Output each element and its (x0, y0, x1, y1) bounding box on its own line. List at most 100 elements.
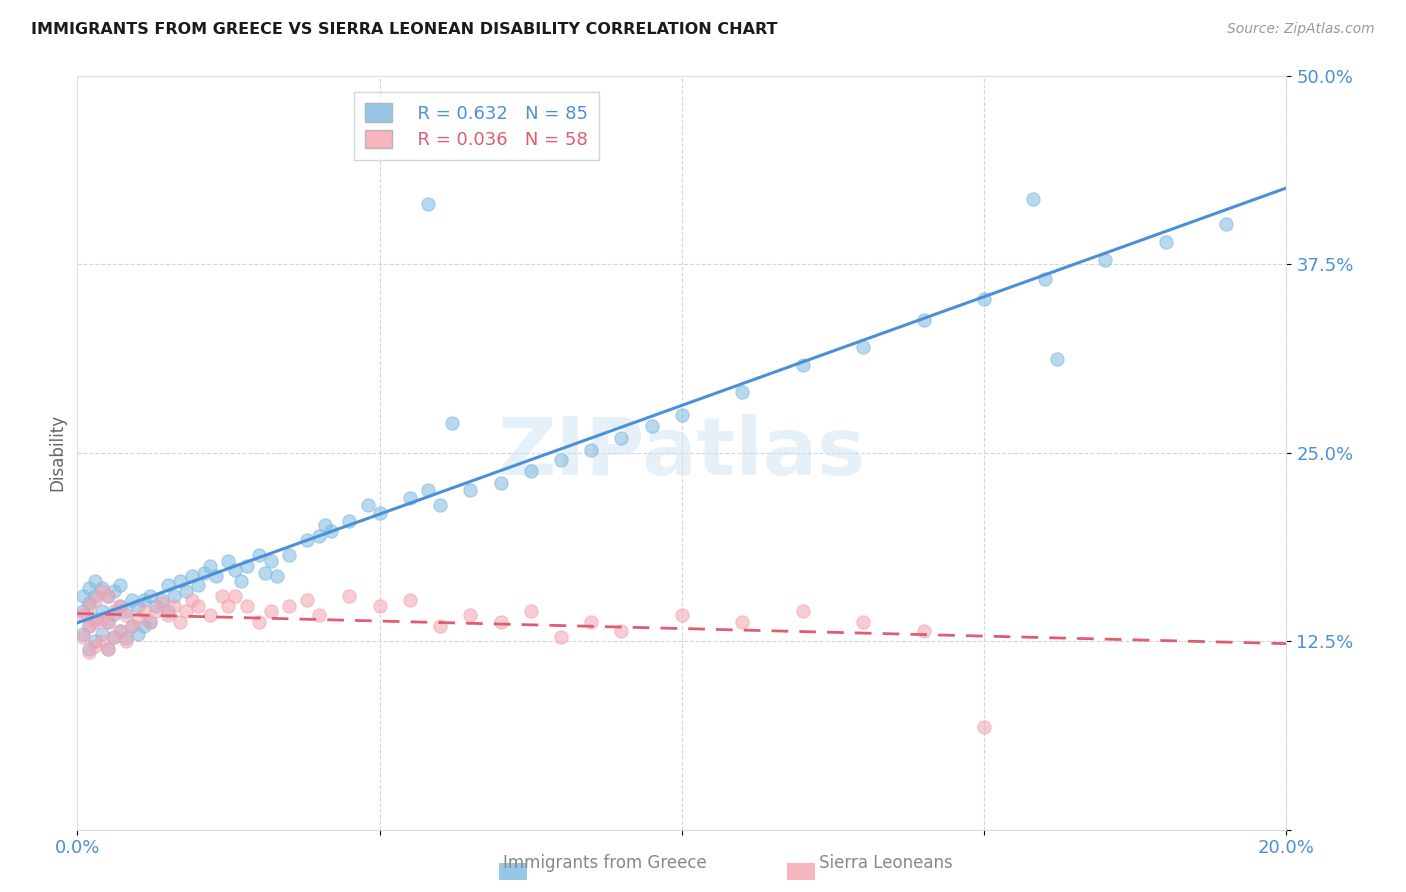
Point (121, 619, 143, 633)
Point (266, 569, 288, 583)
Point (550, 453, 572, 467)
Point (84, 574, 107, 588)
Point (90, 634, 112, 648)
Point (84, 634, 107, 648)
Point (187, 578, 209, 592)
Text: Source: ZipAtlas.com: Source: ZipAtlas.com (1227, 22, 1375, 37)
Text: IMMIGRANTS FROM GREECE VS SIERRA LEONEAN DISABILITY CORRELATION CHART: IMMIGRANTS FROM GREECE VS SIERRA LEONEAN… (31, 22, 778, 37)
Point (103, 604, 125, 618)
Legend:   R = 0.632   N = 85,   R = 0.036   N = 58: R = 0.632 N = 85, R = 0.036 N = 58 (354, 93, 599, 160)
Point (157, 608, 180, 623)
Point (169, 615, 191, 629)
Point (321, 524, 343, 538)
Point (103, 630, 125, 644)
Point (187, 599, 209, 614)
Point (1046, 352, 1069, 367)
Point (157, 578, 180, 592)
Point (218, 554, 240, 568)
Point (114, 604, 136, 618)
Point (145, 604, 167, 618)
Point (174, 604, 197, 618)
Point (260, 554, 283, 568)
Point (458, 483, 481, 498)
Point (731, 615, 754, 629)
Point (278, 548, 301, 562)
Point (247, 615, 270, 629)
Point (229, 574, 252, 588)
Point (174, 584, 197, 599)
Point (96, 615, 118, 629)
Point (145, 599, 167, 614)
Point (96, 615, 118, 629)
Point (169, 574, 191, 588)
Point (139, 615, 162, 629)
Point (103, 607, 125, 621)
Point (72, 608, 94, 623)
Point (193, 566, 215, 581)
Point (79, 619, 101, 633)
Point (224, 563, 246, 577)
Point (489, 615, 512, 629)
Point (399, 593, 422, 607)
Point (852, 615, 875, 629)
Point (416, 483, 439, 498)
Point (108, 599, 131, 614)
Point (90, 582, 112, 596)
Point (368, 599, 391, 614)
Point (132, 593, 155, 607)
Point (520, 604, 543, 618)
Point (84, 611, 107, 625)
Point (96, 589, 118, 603)
Point (108, 599, 131, 614)
Point (235, 599, 257, 614)
Point (973, 720, 995, 734)
Point (79, 596, 101, 610)
Point (163, 599, 186, 614)
Point (314, 518, 336, 533)
Point (973, 292, 995, 306)
Point (127, 599, 149, 614)
Point (72, 604, 94, 618)
Point (84, 615, 107, 629)
Point (671, 408, 693, 422)
Point (489, 475, 512, 490)
Point (1021, 193, 1043, 207)
Point (416, 197, 439, 211)
Point (96, 641, 118, 656)
Point (458, 608, 481, 623)
Point (295, 533, 318, 548)
Point (581, 615, 603, 629)
Text: ZIPatlas: ZIPatlas (498, 414, 866, 491)
Point (641, 418, 664, 433)
Point (671, 608, 693, 623)
Point (337, 514, 360, 528)
Text: Sierra Leoneans: Sierra Leoneans (818, 855, 953, 872)
Point (96, 641, 118, 656)
Point (163, 589, 186, 603)
Point (368, 506, 391, 520)
Point (224, 589, 246, 603)
Point (121, 619, 143, 633)
Point (72, 626, 94, 640)
Point (79, 641, 101, 656)
Text: Immigrants from Greece: Immigrants from Greece (503, 855, 706, 872)
Point (90, 584, 112, 599)
Point (79, 619, 101, 633)
Point (1215, 217, 1237, 231)
Point (610, 431, 633, 445)
Point (200, 558, 222, 573)
Point (429, 619, 451, 633)
Point (181, 569, 204, 583)
Point (253, 566, 276, 581)
Point (84, 593, 107, 607)
Point (260, 604, 283, 618)
Point (114, 631, 136, 645)
Point (852, 340, 875, 354)
Point (108, 578, 131, 592)
Point (1154, 235, 1177, 249)
Point (108, 624, 131, 638)
Point (103, 630, 125, 644)
Point (79, 599, 101, 614)
Point (441, 416, 464, 430)
Point (912, 313, 935, 327)
